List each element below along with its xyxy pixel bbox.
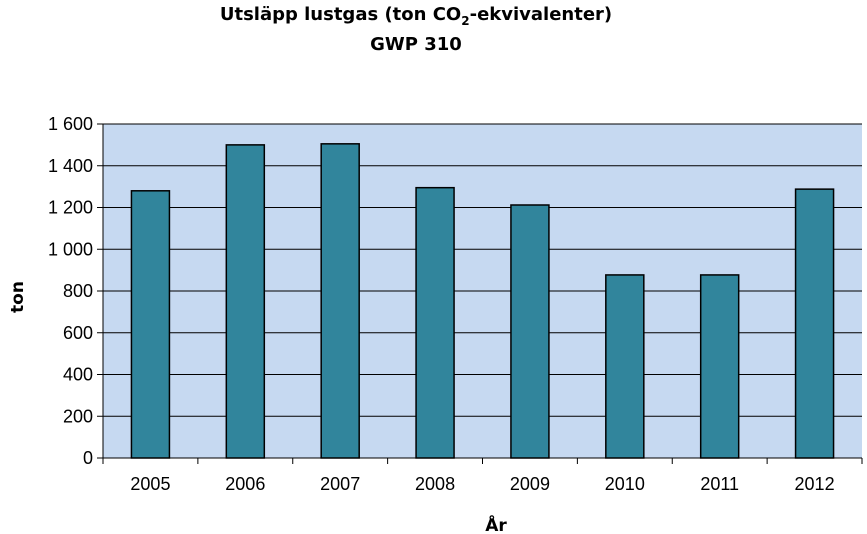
chart-title-subscript: 2 <box>461 14 469 28</box>
x-tick-label: 2007 <box>320 474 360 494</box>
y-tick-label: 800 <box>63 281 93 301</box>
x-tick-labels: 2005 2006 2007 2008 2009 2010 2011 2012 <box>130 474 834 494</box>
x-tick-label: 2008 <box>415 474 455 494</box>
x-axis-title: År <box>485 513 507 534</box>
chart-title: Utsläpp lustgas (ton CO2-ekvivalenter) <box>220 4 612 28</box>
bar-2008 <box>415 186 455 459</box>
chart-subtitle: GWP 310 <box>370 34 462 55</box>
x-tick-label: 2005 <box>130 474 170 494</box>
y-tick-label: 600 <box>63 323 93 343</box>
axes <box>97 123 863 464</box>
bar-2007 <box>320 143 360 459</box>
y-tick-labels: 0 200 400 600 800 1 000 1 200 1 400 1 600 <box>48 114 93 468</box>
chart-title-prefix: Utsläpp lustgas (ton CO <box>220 4 461 25</box>
bar-2006 <box>225 144 266 459</box>
x-tick-label: 2011 <box>700 474 739 494</box>
y-tick-label: 200 <box>63 406 93 426</box>
y-axis-title: ton <box>8 281 28 313</box>
bar-2009 <box>510 204 550 459</box>
y-tick-label: 400 <box>63 365 93 385</box>
x-tick-label: 2010 <box>605 474 645 494</box>
y-tick-label: 0 <box>83 448 93 468</box>
y-tick-label: 1 600 <box>48 114 93 134</box>
y-tick-label: 1 200 <box>48 198 93 218</box>
y-tick-label: 1 400 <box>48 156 93 176</box>
y-tick-label: 1 000 <box>48 239 93 259</box>
bar-2011 <box>699 274 740 459</box>
x-tick-label: 2006 <box>225 474 265 494</box>
bars <box>130 143 835 459</box>
x-tick-label: 2009 <box>510 474 550 494</box>
chart-title-suffix: -ekvivalenter) <box>470 4 613 25</box>
bar-2010 <box>605 274 645 459</box>
bar-2005 <box>130 190 171 459</box>
x-tick-label: 2012 <box>795 474 835 494</box>
bar-2012 <box>794 188 835 459</box>
